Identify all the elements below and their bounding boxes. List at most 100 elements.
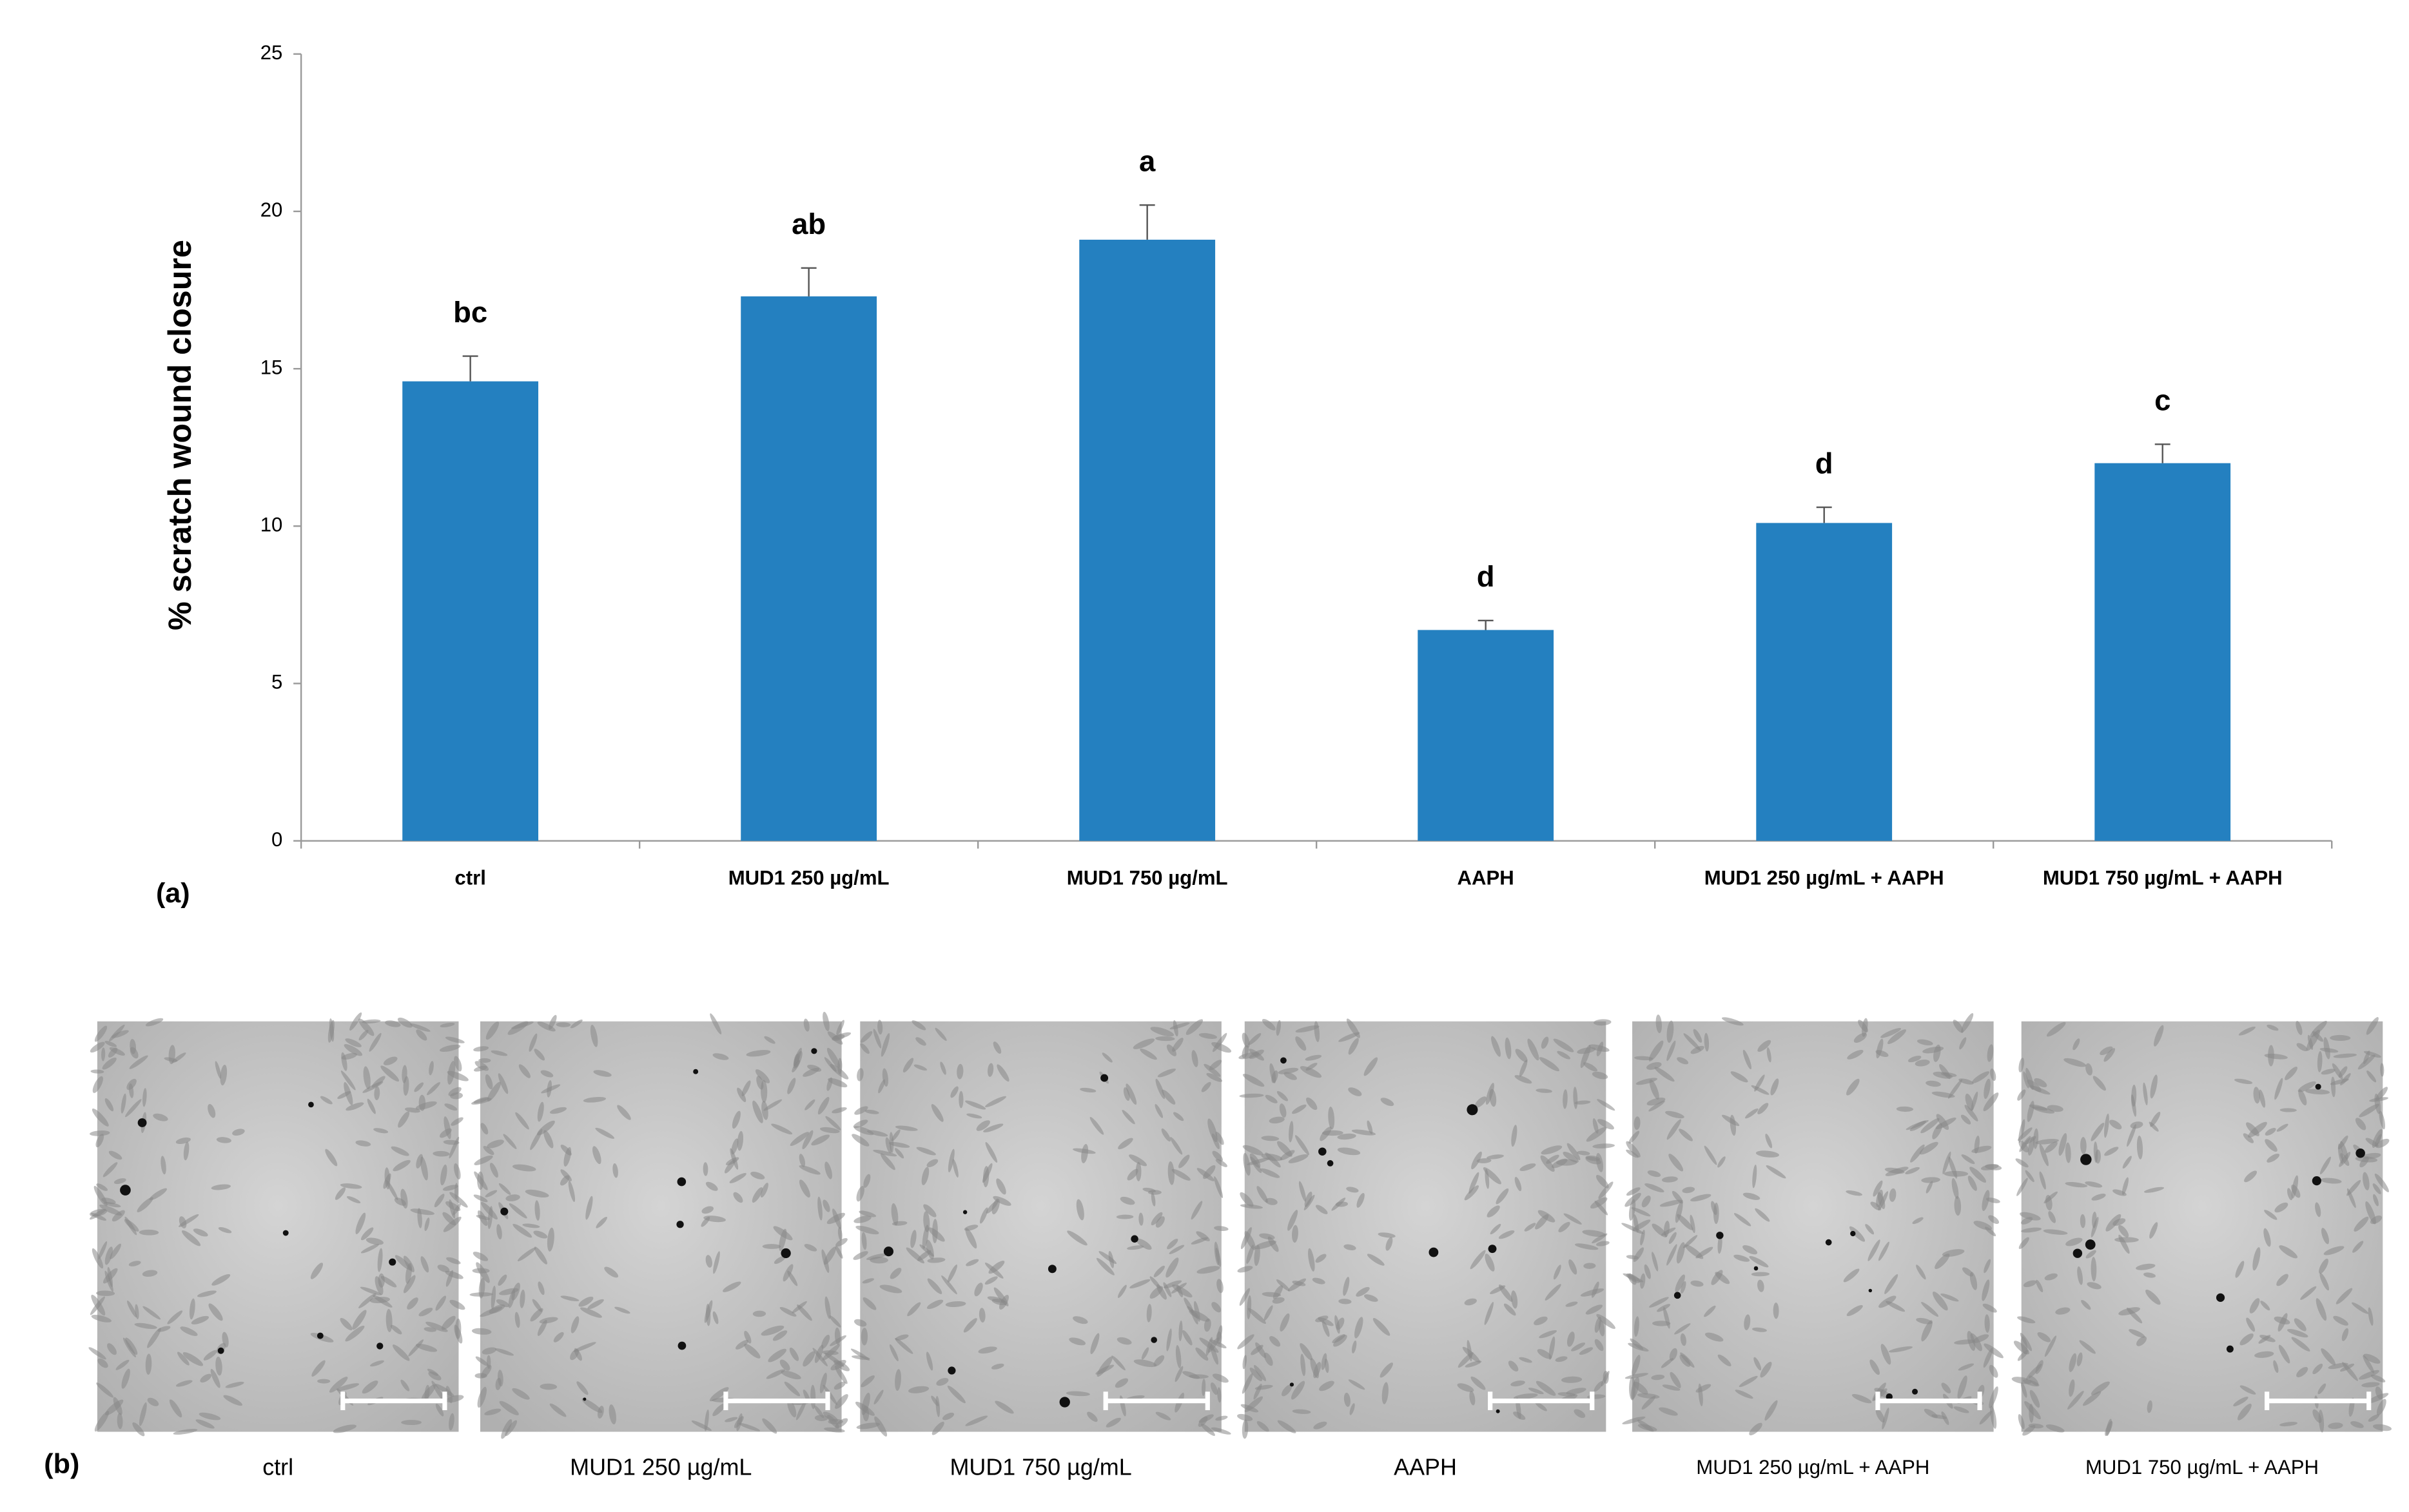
cell	[1269, 1336, 1281, 1347]
cell	[2091, 1194, 2106, 1201]
cell	[866, 1130, 888, 1137]
debris	[317, 1332, 324, 1339]
cell	[109, 1047, 125, 1056]
cell	[752, 1100, 763, 1123]
cell	[1677, 1214, 1693, 1230]
cell	[1239, 1093, 1264, 1098]
cell	[454, 1056, 462, 1072]
cell	[403, 1076, 409, 1096]
cell	[1760, 1361, 1772, 1378]
cell	[1940, 1293, 1959, 1302]
cell	[1166, 1044, 1177, 1056]
cell	[1597, 1119, 1614, 1130]
cell	[1292, 1104, 1307, 1114]
cell	[415, 1343, 438, 1352]
cell	[807, 1065, 822, 1072]
cell	[1680, 1333, 1686, 1346]
cell	[127, 1300, 137, 1318]
cell	[529, 1033, 538, 1052]
cell	[2361, 1382, 2380, 1388]
cell	[145, 1353, 152, 1375]
cell	[2081, 1300, 2091, 1310]
cell	[505, 1194, 520, 1201]
cell	[895, 1334, 909, 1341]
cell	[128, 1083, 134, 1098]
cell	[1212, 1373, 1229, 1383]
cell	[772, 1330, 788, 1341]
cell	[2339, 1363, 2355, 1372]
cell	[195, 1419, 215, 1429]
cell	[1204, 1063, 1221, 1077]
cell	[856, 1186, 864, 1202]
cell	[725, 1417, 738, 1422]
cell	[835, 1366, 848, 1384]
cell	[1155, 1411, 1171, 1420]
cell	[824, 1296, 831, 1319]
cell	[2150, 1112, 2161, 1127]
cell	[445, 1270, 454, 1287]
cell	[1663, 1306, 1670, 1329]
cell	[2022, 1424, 2036, 1436]
cell	[1514, 1075, 1532, 1084]
cell	[1634, 1056, 1653, 1061]
cell	[1282, 1384, 1292, 1397]
cell	[469, 1292, 493, 1297]
cell	[1633, 1247, 1644, 1262]
cell	[1484, 1301, 1494, 1325]
cell	[1150, 1027, 1175, 1037]
cell	[2265, 1127, 2276, 1136]
cell	[2368, 1307, 2374, 1326]
cell	[549, 1014, 557, 1030]
cell	[2363, 1051, 2370, 1065]
cell	[1248, 1032, 1262, 1045]
cell	[487, 1206, 493, 1229]
cell	[802, 1130, 814, 1150]
cell	[1470, 1376, 1486, 1390]
cell	[1217, 1387, 1222, 1403]
cell	[2336, 1288, 2353, 1304]
bar	[402, 381, 539, 841]
cell	[1868, 1239, 1880, 1261]
debris	[962, 1210, 968, 1214]
cell	[1742, 1245, 1758, 1255]
cell	[2354, 1216, 2369, 1232]
cell	[1555, 1356, 1568, 1362]
cell	[1626, 1187, 1641, 1196]
cell	[1675, 1201, 1683, 1223]
micrograph-caption: MUD1 750 µg/mL + AAPH	[2085, 1456, 2319, 1478]
cell	[1254, 1245, 1260, 1266]
cell	[132, 1422, 145, 1437]
cell	[1755, 1150, 1779, 1158]
cell	[830, 1359, 846, 1371]
cell	[1242, 1074, 1265, 1087]
cell	[1321, 1353, 1327, 1370]
cell	[1117, 1284, 1127, 1298]
cell	[503, 1134, 517, 1149]
cell	[738, 1422, 761, 1431]
cell	[88, 1347, 106, 1360]
cell	[755, 1069, 770, 1083]
cell	[1668, 1154, 1684, 1172]
cell	[1337, 1147, 1361, 1156]
cell	[1690, 1045, 1704, 1054]
cell	[547, 1080, 552, 1098]
cell	[417, 1208, 422, 1228]
cell	[861, 1375, 875, 1388]
cell	[1210, 1344, 1219, 1365]
cell	[2104, 1113, 2109, 1138]
cell	[173, 1429, 198, 1435]
cell	[1155, 1216, 1165, 1228]
cell	[1161, 1128, 1171, 1142]
cell	[803, 1351, 815, 1367]
cell	[1464, 1185, 1479, 1201]
cell	[2048, 1211, 2056, 1223]
cell	[1090, 1333, 1100, 1354]
micrograph-background	[2021, 1021, 2383, 1432]
cell	[2375, 1386, 2383, 1400]
cell	[1300, 1066, 1322, 1078]
scale-bar	[1103, 1391, 1210, 1411]
cell	[2249, 1298, 2260, 1313]
cell	[1592, 1233, 1608, 1244]
cell	[490, 1163, 498, 1178]
cell	[177, 1352, 190, 1366]
